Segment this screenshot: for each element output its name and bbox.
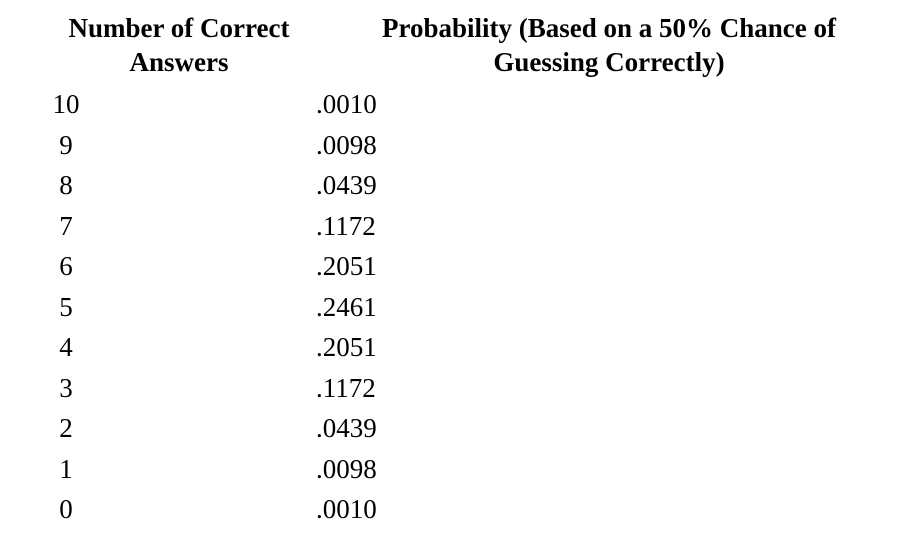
probability-cell: .1172	[316, 372, 376, 403]
correct-answers-cell: 10	[52, 89, 80, 119]
correct-answers-cell: 5	[59, 291, 73, 322]
probability-cell: .0098	[316, 129, 377, 160]
table-row: 4 .2051	[0, 327, 900, 368]
correct-answers-cell: 4	[59, 332, 73, 362]
table-row: 9 .0098	[0, 125, 900, 166]
table-row: 0 .0010	[0, 489, 900, 530]
table-row: 6 .2051	[0, 246, 900, 287]
table-row: 8 .0439	[0, 165, 900, 206]
header-probability: Probability (Based on a 50% Chance of Gu…	[381, 13, 837, 77]
correct-answers-cell: 1	[59, 453, 73, 484]
correct-answers-cell: 6	[59, 251, 73, 281]
correct-answers-cell: 8	[59, 170, 73, 200]
probability-cell: .0010	[316, 89, 377, 119]
correct-answers-cell: 3	[59, 372, 73, 403]
table-row: 2 .0439	[0, 408, 900, 449]
correct-answers-cell: 2	[59, 413, 73, 443]
probability-cell: .2051	[316, 251, 377, 281]
probability-cell: .0010	[316, 494, 377, 524]
probability-cell: .1172	[316, 210, 376, 241]
correct-answers-cell: 0	[59, 494, 73, 524]
correct-answers-cell: 7	[59, 210, 73, 241]
probability-cell: .0439	[316, 413, 377, 443]
probability-cell: .0439	[316, 170, 377, 200]
header-number-of-correct-answers: Number of Correct Answers	[68, 13, 290, 77]
correct-answers-cell: 9	[59, 129, 73, 160]
probability-cell: .2461	[316, 291, 377, 322]
table-row: 3 .1172	[0, 368, 900, 409]
probability-table: 10.0010 9.0098 8.0439 7.1172 6.2051 5.2461 4.2…	[0, 84, 900, 530]
table-row: 7 .1172	[0, 206, 900, 247]
probability-cell: .0098	[316, 453, 377, 484]
table-row: 10 .0010	[0, 84, 900, 125]
table-row: 5 .2461	[0, 287, 900, 328]
probability-cell: .2051	[316, 332, 377, 362]
table-row: 1 .0098	[0, 449, 900, 490]
